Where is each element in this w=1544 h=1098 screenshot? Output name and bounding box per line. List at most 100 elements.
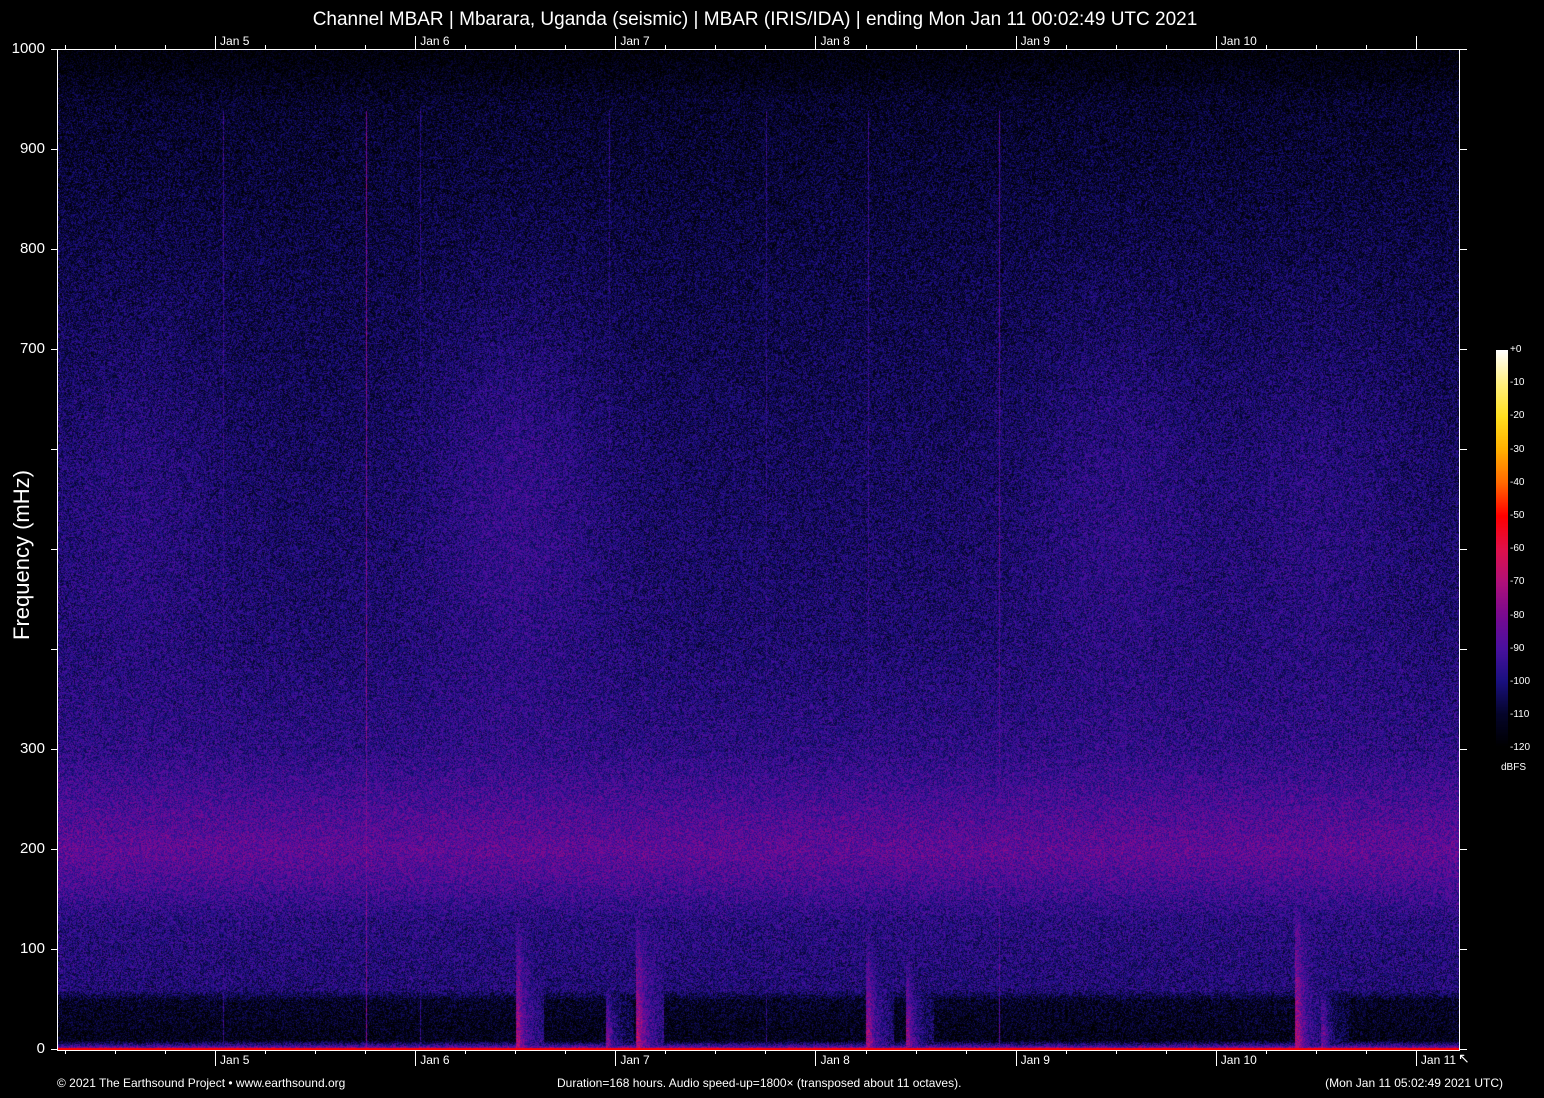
x-tick-top bbox=[1315, 45, 1317, 49]
x-tick bbox=[165, 1050, 167, 1054]
x-tick-label: Jan 6 bbox=[420, 1053, 450, 1067]
y-tick bbox=[51, 949, 57, 950]
y-tick-label: 100 bbox=[19, 940, 45, 957]
x-tick-top bbox=[415, 36, 417, 49]
x-tick bbox=[1415, 1050, 1417, 1066]
colorbar-tick-label: -10 bbox=[1510, 377, 1525, 389]
x-tick bbox=[1315, 1050, 1317, 1054]
x-tick-top bbox=[815, 36, 817, 49]
x-tick-top bbox=[865, 45, 867, 49]
y-tick bbox=[51, 149, 57, 150]
x-tick-label: Jan 11 bbox=[1420, 1053, 1457, 1067]
x-tick bbox=[265, 1050, 267, 1054]
x-tick-label-top: Jan 6 bbox=[420, 34, 450, 48]
x-tick-top bbox=[965, 45, 967, 49]
colorbar-tick-label: -50 bbox=[1510, 510, 1525, 521]
x-tick-top bbox=[765, 45, 767, 49]
x-tick-top bbox=[1065, 45, 1067, 49]
spectrogram-plot bbox=[57, 49, 1460, 1051]
colorbar-tick-label: -40 bbox=[1510, 476, 1525, 488]
x-tick-top bbox=[1365, 45, 1367, 49]
x-tick bbox=[615, 1050, 617, 1066]
x-tick bbox=[1165, 1050, 1167, 1054]
x-tick bbox=[114, 1050, 116, 1054]
colorbar-tick-label: +0 bbox=[1510, 344, 1522, 355]
colorbar-tick-label: -60 bbox=[1510, 543, 1525, 555]
x-tick-label: Jan 7 bbox=[620, 1053, 650, 1067]
x-tick bbox=[765, 1050, 767, 1054]
x-tick bbox=[465, 1050, 467, 1054]
mouse-cursor-icon: ↖ bbox=[1458, 1050, 1470, 1066]
x-tick bbox=[565, 1050, 567, 1054]
x-tick-top bbox=[915, 45, 917, 49]
y-tick-right bbox=[1459, 549, 1467, 550]
y-tick-right bbox=[1459, 749, 1467, 750]
render-timestamp: (Mon Jan 11 05:02:49 2021 UTC) bbox=[1325, 1076, 1503, 1090]
x-tick bbox=[64, 1050, 66, 1054]
x-tick-top bbox=[615, 36, 617, 49]
x-tick-top bbox=[1215, 36, 1217, 49]
y-tick-label: 700 bbox=[19, 340, 45, 357]
y-tick bbox=[51, 1049, 57, 1050]
colorbar-tick-label: -80 bbox=[1510, 609, 1525, 621]
colorbar bbox=[1496, 350, 1508, 748]
spectrogram-heatmap bbox=[58, 50, 1459, 1050]
x-tick-label-top: Jan 8 bbox=[820, 34, 850, 48]
x-tick-label: Jan 9 bbox=[1020, 1053, 1050, 1067]
y-tick-right bbox=[1459, 1049, 1467, 1050]
x-tick-label-top: Jan 9 bbox=[1020, 34, 1050, 48]
y-tick bbox=[51, 449, 57, 450]
x-tick-top bbox=[665, 45, 667, 49]
x-tick-label-top: Jan 10 bbox=[1220, 34, 1257, 48]
x-tick-top bbox=[64, 45, 66, 49]
x-tick-top bbox=[515, 45, 517, 49]
x-tick-top bbox=[215, 36, 217, 49]
copyright: © 2021 The Earthsound Project • www.eart… bbox=[57, 1076, 346, 1090]
y-tick bbox=[51, 749, 57, 750]
colorbar-tick-label: -30 bbox=[1510, 443, 1525, 455]
y-tick-right bbox=[1459, 249, 1467, 250]
x-tick-top bbox=[465, 45, 467, 49]
y-tick-right bbox=[1459, 149, 1467, 150]
x-tick bbox=[815, 1050, 817, 1066]
x-tick-top bbox=[1015, 36, 1017, 49]
y-tick-label: 0 bbox=[36, 1040, 45, 1057]
x-tick-top bbox=[114, 45, 116, 49]
x-tick bbox=[965, 1050, 967, 1054]
x-tick-top bbox=[165, 45, 167, 49]
x-tick bbox=[415, 1050, 417, 1066]
y-tick-label: 1000 bbox=[11, 40, 45, 57]
y-tick-label: 300 bbox=[19, 740, 45, 757]
y-tick-right bbox=[1459, 449, 1467, 450]
y-tick bbox=[51, 549, 57, 550]
x-tick-top bbox=[1115, 45, 1117, 49]
y-tick bbox=[51, 249, 57, 250]
x-tick-top bbox=[315, 45, 317, 49]
x-tick bbox=[865, 1050, 867, 1054]
y-tick-right bbox=[1459, 949, 1467, 950]
x-tick bbox=[1265, 1050, 1267, 1054]
x-tick bbox=[365, 1050, 367, 1054]
x-tick bbox=[1015, 1050, 1017, 1066]
y-tick bbox=[51, 849, 57, 850]
x-tick-label: Jan 10 bbox=[1220, 1053, 1257, 1067]
y-tick-right bbox=[1459, 349, 1467, 350]
y-tick-right bbox=[1459, 49, 1467, 50]
x-tick-label: Jan 5 bbox=[220, 1053, 250, 1067]
x-tick-top bbox=[365, 45, 367, 49]
x-tick-top bbox=[1165, 45, 1167, 49]
x-tick-top bbox=[1265, 45, 1267, 49]
x-tick-top bbox=[265, 45, 267, 49]
colorbar-unit: dBFS bbox=[1501, 762, 1527, 773]
duration-info: Duration=168 hours. Audio speed-up=1800×… bbox=[557, 1076, 962, 1090]
colorbar-tick-label: -90 bbox=[1510, 642, 1525, 654]
x-tick-top bbox=[565, 45, 567, 49]
x-tick bbox=[1365, 1050, 1367, 1054]
x-tick-label-top: Jan 7 bbox=[620, 34, 650, 48]
chart-title: Channel MBAR | Mbarara, Uganda (seismic)… bbox=[312, 9, 1198, 30]
colorbar-tick-label: -20 bbox=[1510, 410, 1525, 422]
colorbar-tick-label: -70 bbox=[1510, 576, 1525, 588]
colorbar-tick-label: -120 bbox=[1510, 742, 1531, 754]
x-tick bbox=[915, 1050, 917, 1054]
x-tick bbox=[1215, 1050, 1217, 1066]
